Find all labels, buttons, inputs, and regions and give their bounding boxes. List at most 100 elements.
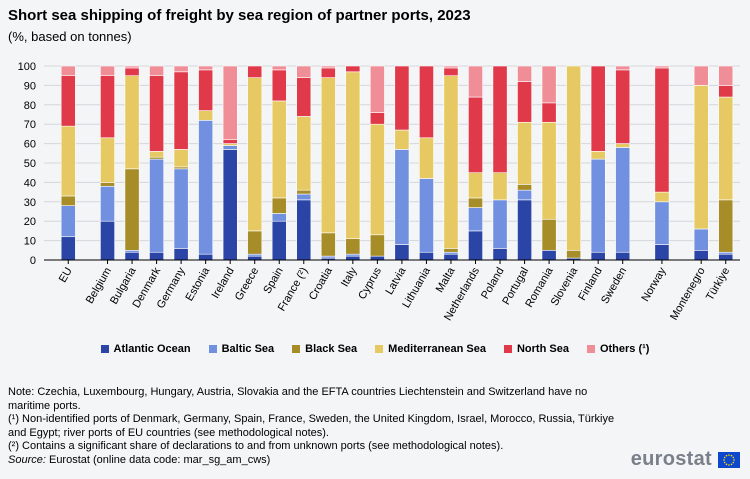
bar-segment [124,67,140,77]
legend-swatch [503,345,512,353]
x-tick-label: Montenegro [668,266,708,323]
legend-label: North Sea [516,343,569,355]
bar-segment [419,178,434,253]
legend-item: North Sea [503,343,569,355]
eurostat-logo: eurostat [631,448,740,471]
y-tick-label: 30 [24,197,36,209]
bar-segment [718,199,734,253]
bar-segment [443,65,459,69]
y-tick-label: 40 [24,177,36,189]
bar-segment [394,129,410,150]
bar-segment [693,65,709,86]
bar-segment [320,67,336,78]
bar-stack [149,65,164,261]
x-tick-label: Spain [261,266,285,296]
bar-segment [419,251,434,261]
bar-segment [541,65,557,104]
bar-stack [718,65,734,261]
bar-segment [60,236,76,261]
note-no-ports: Note: Czechia, Luxembourg, Hungary, Aust… [8,386,588,412]
flag-star [723,458,725,461]
y-tick-label: 10 [24,236,36,248]
x-tick-label: Cyprus [356,265,384,302]
bar-segment [590,151,606,160]
bar-segment [296,77,312,117]
bar-segment [149,158,164,253]
bar-segment [345,65,361,73]
bar-segment [271,65,287,71]
bar-segment [296,199,312,261]
y-tick-label: 20 [24,216,36,228]
bar-stack [492,65,508,261]
x-tick-label: Greece [233,266,261,303]
bar-segment [296,65,312,78]
bar-segment [149,251,164,261]
x-tick-label: Türkiye [704,266,732,303]
note-others: (¹) Non-identified ports of Denmark, Ger… [8,413,615,439]
bar-segment [541,250,557,261]
bar-stack [590,65,606,261]
bar-segment [718,65,734,86]
bar-segment [468,197,483,208]
bar-segment [517,121,532,185]
bar-segment [124,168,140,251]
bar-segment [222,139,238,144]
bar-stack [394,65,410,261]
bar-segment [590,65,606,152]
bar-segment [492,172,508,201]
bar-segment [173,149,189,168]
bar-segment [369,65,385,113]
bar-segment [615,143,631,148]
bar-stack [443,65,459,261]
bar-stack [541,65,557,261]
source-line: Source: Eurostat (online data code: mar_… [8,454,618,468]
bar-segment [718,85,734,98]
bar-segment [492,65,508,173]
bar-segment [345,255,361,261]
legend-label: Others (¹) [599,343,650,355]
bar-segment [654,191,670,203]
bar-segment [615,65,631,71]
y-tick-label: 80 [24,100,36,112]
bar-stack [173,65,189,261]
bar-stack [654,65,670,261]
bar-stack [60,65,76,261]
bar-segment [468,207,483,232]
flag-star [723,456,726,458]
bar-segment [394,149,410,245]
bar-segment [615,69,631,144]
bar-segment [443,253,459,261]
bar-segment [419,65,434,139]
bar-segment [693,250,709,261]
bar-segment [271,69,287,102]
bar-stack [320,65,336,261]
x-tick-label: Malta [434,265,458,295]
legend-swatch [100,345,109,353]
bar-segment [100,182,115,187]
bar-segment [247,255,263,261]
bar-stack [566,65,582,261]
legend-label: Mediterranean Sea [388,343,486,355]
legend-label: Baltic Sea [221,343,275,355]
bar-segment [693,85,709,230]
bar-segment [517,184,532,191]
bar-segment [419,137,434,179]
chart-subtitle: (%, based on tonnes) [8,29,132,44]
bar-segment [247,77,263,232]
bar-segment [222,145,238,150]
bar-segment [369,234,385,257]
bar-segment [468,172,483,199]
flag-star [725,463,728,465]
bar-stack [247,65,263,261]
bar-segment [222,65,238,141]
y-tick-label: 100 [18,61,36,73]
flag-star [733,458,735,461]
legend-label: Black Sea [305,343,358,355]
bar-stack [271,65,287,261]
bar-segment [654,67,670,193]
flag-star [730,454,733,456]
bar-segment [198,69,214,111]
bar-segment [124,251,140,261]
bar-segment [247,230,263,255]
